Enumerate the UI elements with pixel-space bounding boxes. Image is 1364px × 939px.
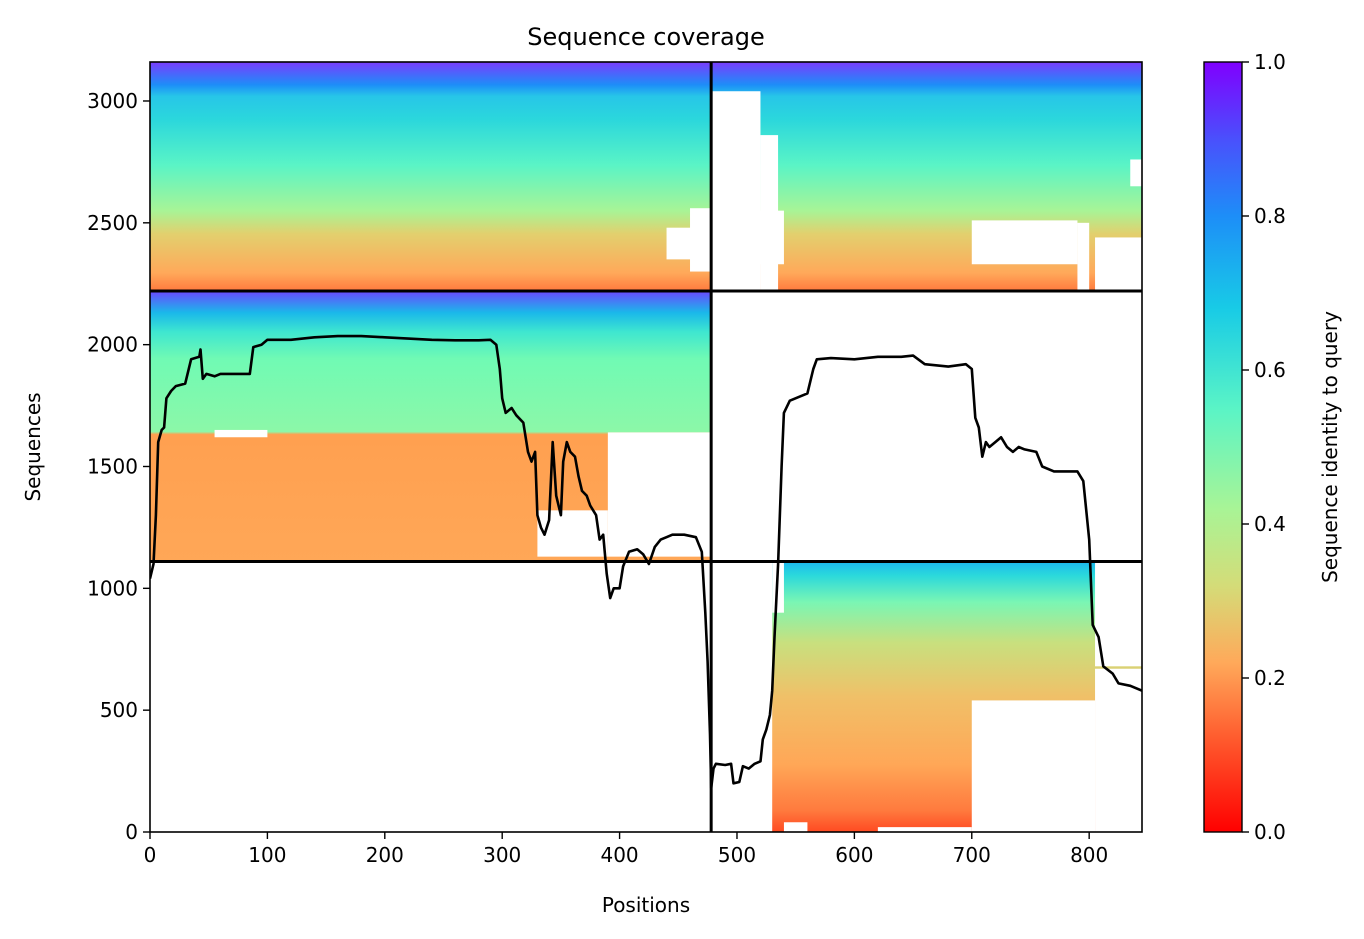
x-tick-label: 100 [248, 843, 286, 867]
uncovered-region [1095, 237, 1142, 292]
uncovered-region [1095, 668, 1142, 832]
colorbar-tick-label: 1.0 [1254, 50, 1286, 74]
uncovered-region [711, 561, 773, 832]
x-axis-label: Positions [602, 893, 690, 917]
y-tick-label: 3000 [87, 89, 138, 113]
x-tick-label: 600 [835, 843, 873, 867]
y-tick-label: 1000 [87, 576, 138, 600]
x-tick-label: 700 [953, 843, 991, 867]
colorbar-tick-label: 0.6 [1254, 358, 1286, 382]
y-tick-label: 2000 [87, 333, 138, 357]
x-axis-ticks: 0 100 200 300 400 500 600 700 800 [144, 832, 1108, 867]
colorbar-tick-label: 0.0 [1254, 820, 1286, 844]
coverage-heatmap [150, 62, 1142, 832]
uncovered-region [877, 827, 972, 832]
uncovered-region [1130, 159, 1142, 187]
x-tick-label: 500 [718, 843, 756, 867]
coverage-line [150, 334, 1142, 790]
x-tick-label: 200 [366, 843, 404, 867]
y-axis-ticks: 0 500 1000 1500 2000 2500 3000 [87, 89, 150, 844]
plot-frame [149, 61, 1143, 833]
y-axis-label: Sequences [21, 392, 45, 501]
uncovered-region [971, 700, 1096, 832]
block-dividers [150, 62, 1142, 832]
chart-title: Sequence coverage [527, 23, 764, 51]
colorbar [1203, 61, 1243, 833]
uncovered-region [666, 227, 712, 260]
y-tick-label: 0 [125, 820, 138, 844]
uncovered-region [1095, 561, 1142, 667]
colorbar-ticks: 0.0 0.2 0.4 0.6 0.8 1.0 [1242, 50, 1286, 844]
colorbar-tick-label: 0.4 [1254, 512, 1286, 536]
uncovered-region [783, 822, 808, 832]
colorbar-tick-label: 0.8 [1254, 204, 1286, 228]
uncovered-region [214, 429, 268, 438]
x-tick-label: 300 [483, 843, 521, 867]
colorbar-tick-label: 0.2 [1254, 666, 1286, 690]
y-tick-label: 500 [100, 698, 138, 722]
colorbar-label: Sequence identity to query [1318, 311, 1342, 583]
uncovered-region [1077, 222, 1090, 292]
y-tick-label: 2500 [87, 211, 138, 235]
x-tick-label: 0 [144, 843, 157, 867]
x-tick-label: 400 [600, 843, 638, 867]
uncovered-region [736, 210, 784, 265]
coverage-curve [150, 334, 1142, 790]
x-tick-label: 800 [1070, 843, 1108, 867]
y-tick-label: 1500 [87, 454, 138, 478]
uncovered-region [971, 220, 1078, 265]
